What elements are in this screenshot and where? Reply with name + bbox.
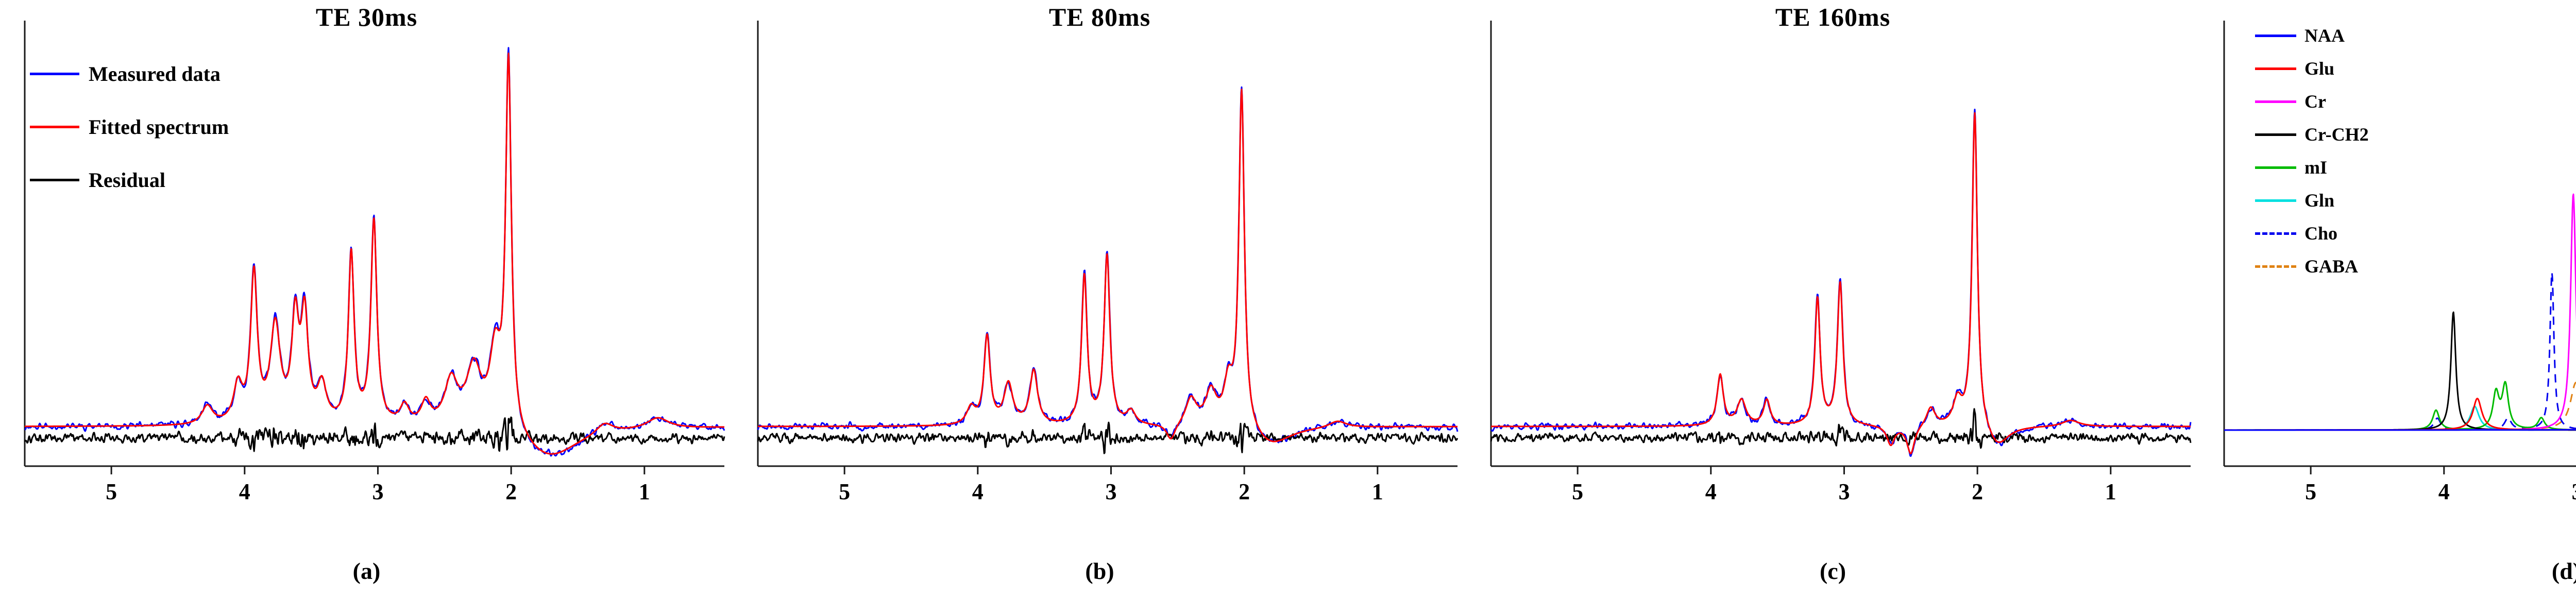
legend-entry-naa: NAA <box>2255 25 2369 46</box>
spectrum-plot-te30: 5 4 3 2 1 <box>24 21 725 504</box>
svg-text:4: 4 <box>239 479 250 504</box>
legend-entry-gaba: GABA <box>2255 255 2369 277</box>
panel-title-te80: TE 80ms <box>1048 3 1151 31</box>
spectrum-plot-te80: 5 4 3 2 1 <box>757 21 1459 504</box>
spectrum-plot-te160: 5 4 3 2 1 <box>1490 21 2192 504</box>
legend-entry-mi: mI <box>2255 157 2369 178</box>
legend-label-residual: Residual <box>89 168 165 192</box>
legend-entry-cr: Cr <box>2255 91 2369 112</box>
legend-label-naa: NAA <box>2304 25 2345 46</box>
measured-line-icon <box>30 73 79 75</box>
svg-text:4: 4 <box>2438 479 2450 504</box>
svg-text:2: 2 <box>1972 479 1983 504</box>
mi-line-icon <box>2255 166 2296 169</box>
legend-entry-measured: Measured data <box>30 62 229 86</box>
gln-line-icon <box>2255 199 2296 202</box>
caption-a: (a) <box>352 558 381 584</box>
fitted-line-icon <box>30 126 79 128</box>
panel-te30: TE 30ms 5 4 3 2 1 Measured data Fitted spect… <box>0 0 733 598</box>
legend-entry-cr-ch2: Cr-CH2 <box>2255 124 2369 145</box>
legend-label-glu: Glu <box>2304 58 2335 79</box>
legend-label-gln: Gln <box>2304 190 2335 211</box>
legend-fit: Measured data Fitted spectrum Residual <box>30 62 229 192</box>
svg-text:4: 4 <box>972 479 984 504</box>
legend-entry-residual: Residual <box>30 168 229 192</box>
svg-text:3: 3 <box>1105 479 1116 504</box>
svg-text:2: 2 <box>505 479 517 504</box>
legend-label-mi: mI <box>2304 157 2327 178</box>
caption-c: (c) <box>1819 558 1846 584</box>
caption-d: (d) <box>2551 558 2576 584</box>
cr-ch2-line-icon <box>2255 133 2296 136</box>
svg-text:1: 1 <box>639 479 650 504</box>
gaba-line-icon <box>2255 265 2296 268</box>
naa-line-icon <box>2255 34 2296 37</box>
legend-label-gaba: GABA <box>2304 256 2359 277</box>
svg-text:2: 2 <box>1239 479 1250 504</box>
panel-title-te30: TE 30ms <box>315 3 418 31</box>
svg-text:5: 5 <box>106 479 117 504</box>
caption-b: (b) <box>1085 558 1114 584</box>
legend-metabolites: NAA Glu Cr Cr-CH2 mI Gln <box>2255 25 2369 277</box>
panel-te160: TE 160ms 5 4 3 2 1 (c) <box>1466 0 2199 598</box>
legend-label-measured: Measured data <box>89 62 221 86</box>
svg-text:3: 3 <box>372 479 383 504</box>
legend-entry-fitted: Fitted spectrum <box>30 115 229 139</box>
legend-label-fitted: Fitted spectrum <box>89 115 229 139</box>
panel-title-te160: TE 160ms <box>1775 3 1891 31</box>
svg-text:5: 5 <box>839 479 850 504</box>
residual-line-icon <box>30 179 79 181</box>
legend-entry-glu: Glu <box>2255 58 2369 79</box>
glu-line-icon <box>2255 67 2296 70</box>
cho-line-icon <box>2255 232 2296 235</box>
svg-text:5: 5 <box>2305 479 2316 504</box>
svg-text:3: 3 <box>2571 479 2576 504</box>
cr-line-icon <box>2255 100 2296 103</box>
legend-label-cr: Cr <box>2304 91 2326 112</box>
svg-text:1: 1 <box>1372 479 1383 504</box>
legend-entry-gln: Gln <box>2255 190 2369 211</box>
svg-text:1: 1 <box>2105 479 2116 504</box>
svg-text:3: 3 <box>1838 479 1850 504</box>
svg-text:4: 4 <box>1705 479 1717 504</box>
panel-te80: TE 80ms 5 4 3 2 1 (b) <box>733 0 1466 598</box>
legend-label-cr-ch2: Cr-CH2 <box>2304 124 2369 145</box>
svg-text:5: 5 <box>1572 479 1583 504</box>
legend-entry-cho: Cho <box>2255 223 2369 244</box>
legend-label-cho: Cho <box>2304 223 2338 244</box>
